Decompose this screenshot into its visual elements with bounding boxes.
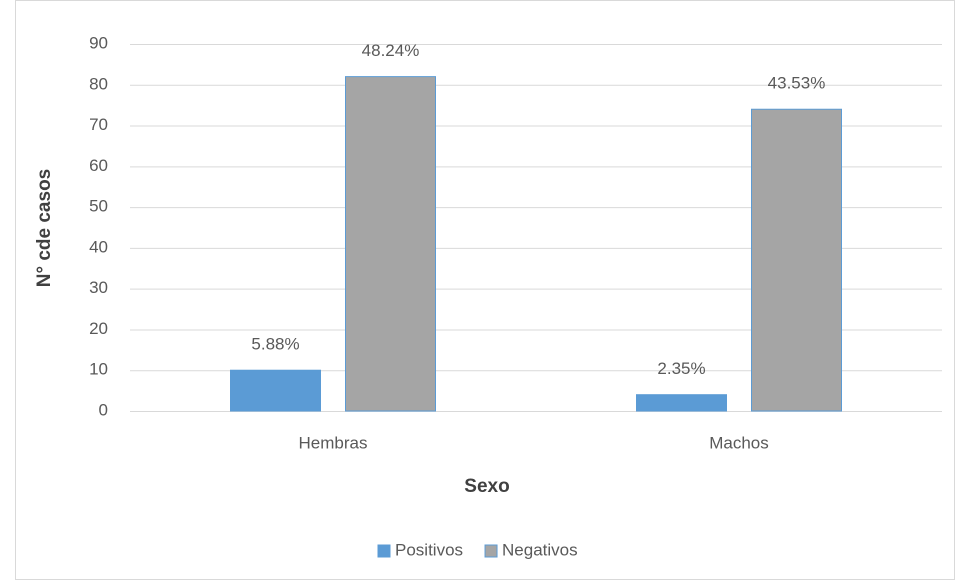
y-tick-label: 70 — [89, 115, 108, 134]
bar — [636, 394, 727, 412]
value-label: 2.35% — [657, 359, 705, 378]
x-axis-label: Sexo — [464, 476, 509, 497]
y-tick-label: 30 — [89, 278, 108, 297]
value-label: 48.24% — [362, 41, 420, 60]
y-tick-label: 10 — [89, 360, 108, 379]
legend-label: Positivos — [395, 540, 463, 559]
y-axis-label: N° cde casos — [34, 169, 55, 288]
x-tick-label: Hembras — [299, 433, 368, 452]
y-tick-label: 40 — [89, 237, 108, 256]
legend-label: Negativos — [502, 540, 578, 559]
y-tick-label: 80 — [89, 74, 108, 93]
legend-swatch — [484, 544, 498, 558]
bar — [230, 369, 321, 412]
bar — [345, 76, 436, 412]
y-tick-label: 60 — [89, 156, 108, 175]
y-tick-label: 0 — [99, 400, 108, 419]
y-tick-label: 50 — [89, 197, 108, 216]
bar — [751, 108, 842, 412]
y-tick-label: 20 — [89, 319, 108, 338]
value-label: 5.88% — [251, 335, 299, 354]
legend-swatch — [377, 544, 391, 558]
value-label: 43.53% — [768, 74, 826, 93]
y-tick-label: 90 — [89, 33, 108, 52]
x-tick-label: Machos — [709, 433, 769, 452]
